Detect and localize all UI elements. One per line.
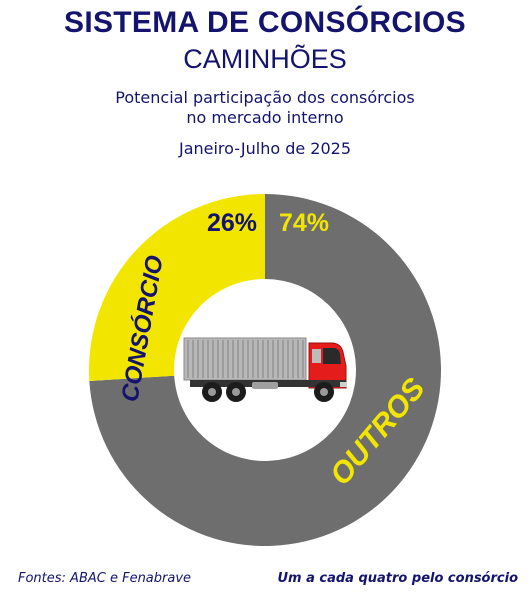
chart-subtitle: CAMINHÕES xyxy=(183,44,347,74)
truck-icon xyxy=(183,337,347,402)
footer-highlight: Um a cada quatro pelo consórcio xyxy=(277,571,518,586)
slice-outros xyxy=(89,194,442,547)
source-note: Fontes: ABAC e Fenabrave xyxy=(18,571,192,586)
description-line-2: no mercado interno xyxy=(186,108,344,127)
chart-title: SISTEMA DE CONSÓRCIOS xyxy=(64,6,466,39)
value-label-consorcio: 26% xyxy=(207,209,257,237)
period-label: Janeiro-Julho de 2025 xyxy=(178,139,352,158)
description-line-1: Potencial participação dos consórcios xyxy=(115,88,415,107)
slice-consorcio xyxy=(89,194,265,382)
value-label-outros: 74% xyxy=(279,209,329,237)
